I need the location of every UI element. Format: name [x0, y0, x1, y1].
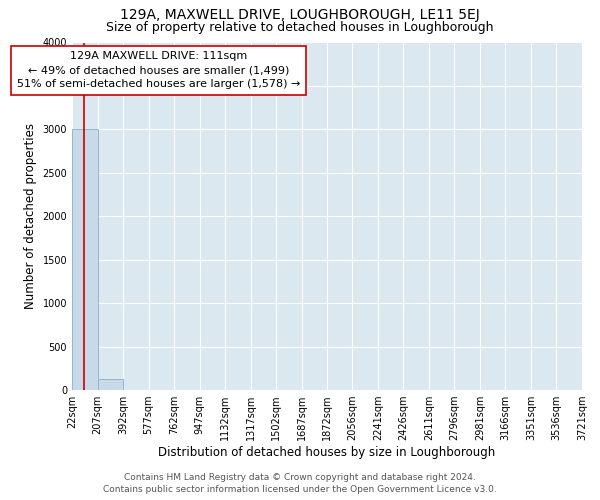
Text: Contains HM Land Registry data © Crown copyright and database right 2024.
Contai: Contains HM Land Registry data © Crown c…	[103, 472, 497, 494]
Y-axis label: Number of detached properties: Number of detached properties	[24, 123, 37, 309]
X-axis label: Distribution of detached houses by size in Loughborough: Distribution of detached houses by size …	[158, 446, 496, 459]
Bar	[72, 130, 98, 390]
Text: 129A, MAXWELL DRIVE, LOUGHBOROUGH, LE11 5EJ: 129A, MAXWELL DRIVE, LOUGHBOROUGH, LE11 …	[120, 8, 480, 22]
Text: 129A MAXWELL DRIVE: 111sqm
← 49% of detached houses are smaller (1,499)
51% of s: 129A MAXWELL DRIVE: 111sqm ← 49% of deta…	[17, 51, 300, 89]
Bar	[98, 379, 123, 390]
Text: Size of property relative to detached houses in Loughborough: Size of property relative to detached ho…	[106, 21, 494, 34]
